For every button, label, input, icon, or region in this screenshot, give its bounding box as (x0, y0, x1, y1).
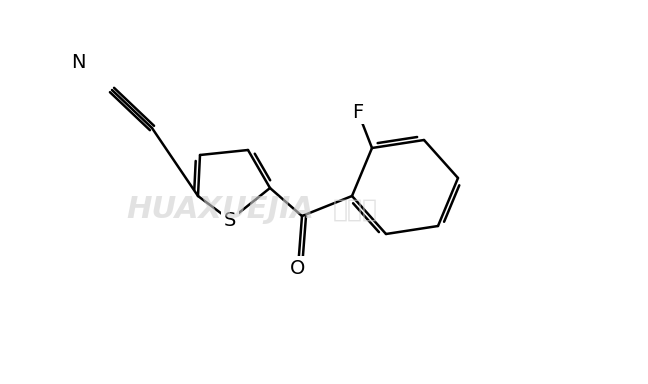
Text: N: N (71, 53, 86, 71)
Text: F: F (353, 103, 364, 121)
Text: S: S (224, 210, 236, 230)
Text: 化学加: 化学加 (332, 198, 378, 222)
Text: O: O (290, 258, 306, 278)
Text: HUAXUEJIA: HUAXUEJIA (126, 195, 314, 225)
